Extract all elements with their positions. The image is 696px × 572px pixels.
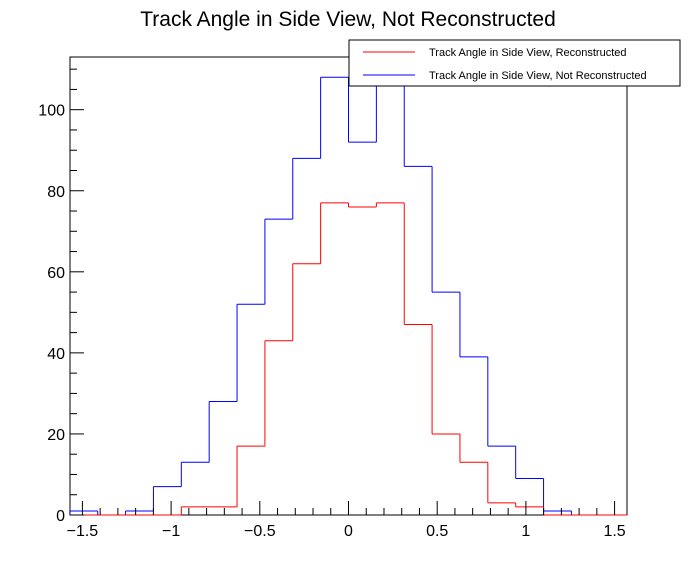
y-tick-label: 80 bbox=[47, 184, 65, 201]
chart-title: Track Angle in Side View, Not Reconstruc… bbox=[140, 8, 556, 31]
y-tick-label: 100 bbox=[38, 103, 65, 120]
y-tick-label: 20 bbox=[47, 427, 65, 444]
y-tick-label: 40 bbox=[47, 346, 65, 363]
x-tick-label: 1.5 bbox=[603, 523, 625, 540]
x-tick-label: 0 bbox=[344, 523, 353, 540]
y-tick-label: 60 bbox=[47, 265, 65, 282]
legend: Track Angle in Side View, Reconstructed … bbox=[348, 39, 681, 87]
legend-label-reconstructed: Track Angle in Side View, Reconstructed bbox=[429, 47, 627, 59]
y-axis: 0 20 40 60 80 100 bbox=[38, 68, 84, 525]
series-not-reconstructed bbox=[69, 68, 628, 516]
legend-box bbox=[348, 39, 681, 87]
histogram-series-group bbox=[69, 68, 628, 516]
x-tick-label: −1.5 bbox=[67, 523, 99, 540]
x-tick-label: −0.5 bbox=[244, 523, 276, 540]
x-tick-label: 1 bbox=[521, 523, 530, 540]
x-tick-label: −1 bbox=[162, 523, 180, 540]
x-tick-label: 0.5 bbox=[426, 523, 448, 540]
x-axis: −1.5 −1 −0.5 0 0.5 1 1.5 bbox=[67, 501, 626, 540]
legend-label-not-reconstructed: Track Angle in Side View, Not Reconstruc… bbox=[429, 70, 647, 82]
series-reconstructed bbox=[69, 202, 628, 516]
y-tick-label: 0 bbox=[56, 508, 65, 525]
